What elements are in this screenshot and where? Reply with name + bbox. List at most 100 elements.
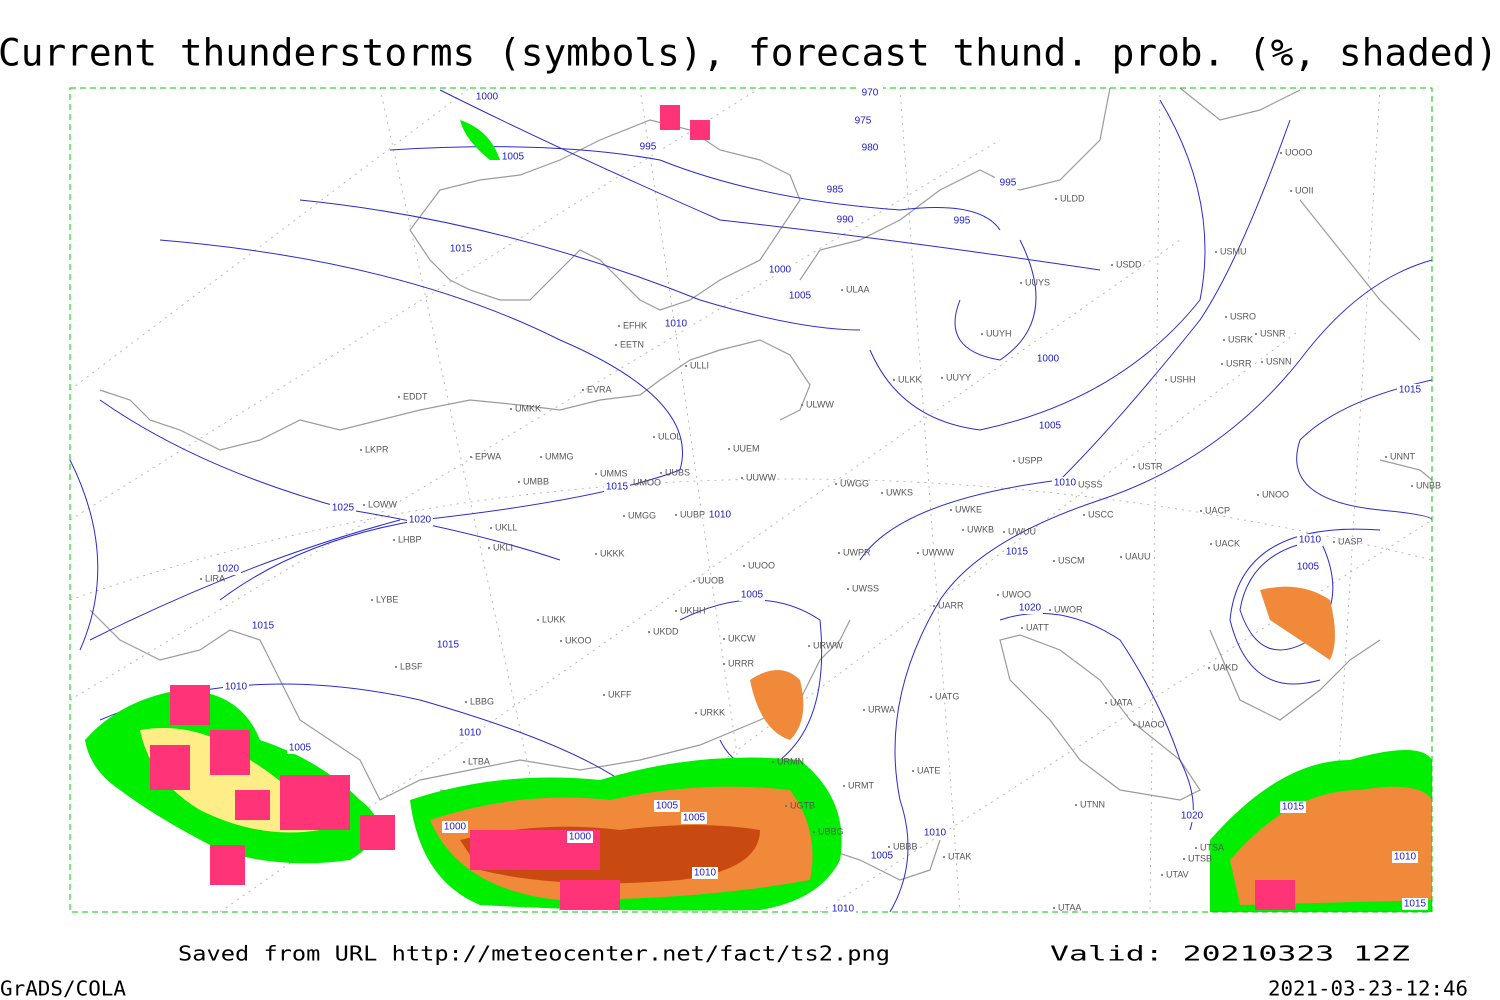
- station-dot: [743, 565, 745, 567]
- isobar-label-bg: [995, 177, 1021, 189]
- isobar-label: 1015: [1399, 385, 1422, 396]
- station-dot: [685, 365, 687, 367]
- station-label: ULAA: [846, 284, 870, 294]
- isobar-label-bg: [500, 151, 526, 163]
- isobar-label-bg: [850, 115, 876, 127]
- station-dot: [838, 552, 840, 554]
- station-dot: [675, 610, 677, 612]
- station-dot: [1225, 316, 1227, 318]
- station-dot: [917, 552, 919, 554]
- isobar-label-bg: [681, 812, 707, 824]
- station-label: USTR: [1138, 461, 1163, 471]
- station-dot: [360, 449, 362, 451]
- station-label: UGTB: [790, 800, 815, 810]
- station-label: USCC: [1088, 509, 1114, 519]
- station-label: UUWW: [746, 472, 776, 482]
- isobar-label: 1010: [694, 868, 717, 879]
- isobar-label: 995: [640, 142, 657, 153]
- station-dot: [695, 712, 697, 714]
- station-dot: [1120, 556, 1122, 558]
- isobar-label-bg: [707, 509, 733, 521]
- station-label: UTAA: [1058, 902, 1081, 912]
- station-label: UUOB: [698, 575, 724, 585]
- isobar-label-bg: [869, 850, 895, 862]
- station-label: LBBG: [470, 696, 494, 706]
- station-dot: [785, 805, 787, 807]
- station-dot: [1013, 460, 1015, 462]
- station-dot: [930, 696, 932, 698]
- station-dot: [1215, 251, 1217, 253]
- isobar-label-bg: [1397, 384, 1423, 396]
- isobar-label-bg: [1017, 602, 1043, 614]
- station-label: UMGG: [628, 510, 656, 520]
- isobar-label-bg: [223, 681, 249, 693]
- station-dot: [1021, 627, 1023, 629]
- station-label: UKOO: [565, 635, 592, 645]
- station-label: UKDD: [653, 626, 679, 636]
- station-dot: [997, 594, 999, 596]
- station-label: EPWA: [475, 451, 501, 461]
- station-label: UWKS: [886, 487, 913, 497]
- station-label: UKLI: [493, 542, 513, 552]
- station-label: UACP: [1205, 505, 1230, 515]
- station-label: UUBP: [680, 509, 705, 519]
- station-dot: [463, 761, 465, 763]
- isobar-label: 1000: [569, 832, 592, 843]
- timestamp: 2021-03-23-12:46: [1268, 977, 1468, 1000]
- station-label: USNR: [1260, 328, 1286, 338]
- isobar-label: 1010: [665, 319, 688, 330]
- station-label: UATG: [935, 691, 959, 701]
- isobar-label-bg: [635, 141, 661, 153]
- station-label: USSS: [1078, 479, 1103, 489]
- isobar-label-bg: [215, 563, 241, 575]
- station-dot: [835, 483, 837, 485]
- station-dot: [1223, 339, 1225, 341]
- station-dot: [950, 509, 952, 511]
- isobar-label-bg: [604, 481, 630, 493]
- station-label: UMMS: [600, 468, 628, 478]
- isobar-label-bg: [739, 589, 765, 601]
- station-label: UWWW: [922, 547, 954, 557]
- station-label: UTAV: [1166, 869, 1189, 879]
- isobar-label: 1015: [1404, 899, 1427, 910]
- station-dot: [1195, 847, 1197, 849]
- isobar-label: 1005: [1039, 421, 1062, 432]
- station-label: ULLI: [690, 360, 709, 370]
- station-label: EETN: [620, 339, 644, 349]
- station-label: UACK: [1215, 538, 1240, 548]
- isobar-label: 1010: [924, 828, 947, 839]
- station-label: EDDT: [403, 391, 428, 401]
- station-dot: [1133, 724, 1135, 726]
- isobar-label: 1015: [1282, 802, 1305, 813]
- station-dot: [1333, 541, 1335, 543]
- station-label: UNOO: [1262, 489, 1289, 499]
- station-dot: [1053, 560, 1055, 562]
- station-label: USRR: [1226, 358, 1252, 368]
- isobar-label: 990: [837, 215, 854, 226]
- station-dot: [1261, 361, 1263, 363]
- isobar-label-bg: [1297, 534, 1323, 546]
- isobar-label: 970: [862, 88, 879, 99]
- station-label: LTBA: [468, 756, 490, 766]
- isobar-label-bg: [435, 639, 461, 651]
- station-dot: [941, 377, 943, 379]
- station-dot: [618, 325, 620, 327]
- station-label: UAUU: [1125, 551, 1151, 561]
- isobar-label: 1005: [789, 291, 812, 302]
- station-dot: [363, 504, 365, 506]
- station-dot: [888, 846, 890, 848]
- station-label: UMBB: [523, 476, 549, 486]
- isobar-label: 1020: [1181, 811, 1204, 822]
- station-dot: [943, 856, 945, 858]
- station-label: USRO: [1230, 311, 1256, 321]
- isobar-label-bg: [1004, 546, 1030, 558]
- station-label: UATE: [917, 765, 940, 775]
- isobar-label-bg: [663, 318, 689, 330]
- isobar-label: 1020: [1019, 603, 1042, 614]
- isobar-label: 1010: [709, 510, 732, 521]
- isobar-label-bg: [830, 903, 856, 915]
- isobar-label-bg: [692, 867, 718, 879]
- station-dot: [510, 408, 512, 410]
- isobar-label-bg: [857, 142, 883, 154]
- station-label: UTSB: [1188, 853, 1212, 863]
